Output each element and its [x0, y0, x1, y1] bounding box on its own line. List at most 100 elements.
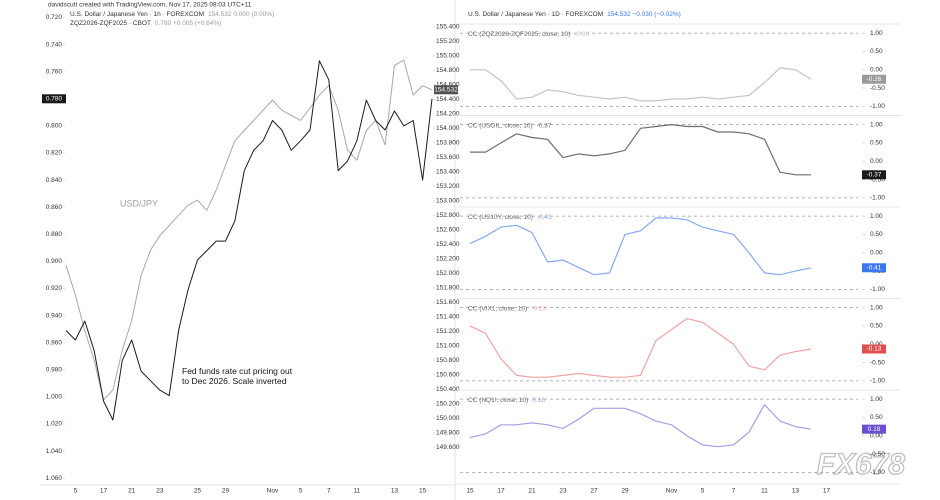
y2-tick-label: 154.400 [436, 96, 460, 103]
y2-tick-label: 154.000 [436, 125, 460, 132]
y2-tick-label: 151.400 [436, 314, 460, 321]
y-tick-label: 0.740 [46, 41, 63, 48]
x-tick-label: 17 [497, 488, 505, 495]
y-tick-label: 0.760 [46, 68, 63, 75]
y2-tick-label: 155.400 [436, 24, 460, 31]
y-tick-label: 0.800 [46, 123, 63, 130]
y2-tick-label: 150.400 [436, 386, 460, 393]
y-tick-label: 1.000 [46, 394, 63, 401]
x-tick-label: 5 [74, 488, 78, 495]
x-tick-label: 5 [701, 488, 705, 495]
y-tick-label: -0.50 [870, 451, 885, 458]
y-tick-label: 1.00 [870, 30, 883, 37]
y2-tick-label: 153.600 [436, 154, 460, 161]
y2-tick-label: 150.000 [436, 415, 460, 422]
series-line [469, 318, 812, 378]
y-tick-label: 0.00 [870, 432, 883, 439]
series-line [65, 59, 433, 401]
x-tick-label: 21 [128, 488, 136, 495]
value-badge-label: -0.41 [867, 264, 882, 271]
y-tick-label: 1.00 [870, 396, 883, 403]
value-badge-label: 0.18 [868, 426, 881, 433]
y-tick-label: 0.980 [46, 367, 63, 374]
y2-tick-label: 151.000 [436, 343, 460, 350]
y-tick-label: -1.00 [870, 469, 885, 476]
value-badge [862, 344, 886, 354]
y-tick-label: -1.00 [870, 195, 885, 202]
x-tick-label: 29 [621, 488, 629, 495]
price-badge-label: 154.532 [434, 86, 458, 93]
y-tick-label: 0.920 [46, 285, 63, 292]
y2-tick-label: 153.200 [436, 183, 460, 190]
value-badge [862, 170, 886, 180]
x-tick-label: 27 [590, 488, 598, 495]
x-tick-label: 23 [559, 488, 567, 495]
y-tick-label: -1.00 [870, 286, 885, 293]
y2-tick-label: 155.000 [436, 53, 460, 60]
legend-name: ZQZ2026-ZQF2025 · CBOT [70, 20, 151, 27]
y-tick-label: 0.820 [46, 150, 63, 157]
pane-title: CC (VIX1, close, 10) -0.13 [468, 305, 546, 312]
x-tick-label: Nov [267, 488, 279, 495]
x-tick-label: 21 [528, 488, 536, 495]
y-tick-label: 0.720 [46, 14, 63, 21]
pane-name: CC (USOIL, close, 10) [468, 122, 533, 129]
pane-value: 0.18 [532, 397, 545, 404]
value-badge [862, 424, 886, 434]
title-quote: 154.532 −0.030 (−0.02%) [607, 11, 681, 18]
y2-tick-label: 151.600 [436, 299, 460, 306]
header: davidscutt created with TradingView.com,… [48, 2, 252, 9]
y-tick-label: 0.50 [870, 414, 883, 421]
y-tick-label: 0.860 [46, 204, 63, 211]
y2-tick-label: 154.800 [436, 67, 460, 74]
y2-tick-label: 150.600 [436, 372, 460, 379]
pane-name: CC (VIX1, close, 10) [468, 305, 527, 312]
series-line [65, 60, 433, 421]
y2-tick-label: 154.600 [436, 82, 460, 89]
x-tick-label: 15 [466, 488, 474, 495]
value-badge-label: -0.37 [867, 172, 882, 179]
y-tick-label: -1.00 [870, 103, 885, 110]
y-tick-label: 0.50 [870, 140, 883, 147]
pane-value: -0.26 [574, 31, 589, 38]
y-tick-label: -0.50 [870, 85, 885, 92]
x-tick-label: 11 [761, 488, 768, 495]
x-tick-label: 23 [156, 488, 164, 495]
series-line [469, 217, 812, 276]
y-tick-label: 0.00 [870, 341, 883, 348]
pane-value: -0.13 [531, 305, 546, 312]
y-tick-label: 1.040 [46, 448, 63, 455]
y-tick-label: 0.50 [870, 231, 883, 238]
pane-value: -0.37 [537, 122, 552, 129]
title-name: U.S. Dollar / Japanese Yen · 1D · FOREXC… [468, 11, 603, 18]
annotation: USD/JPY [120, 198, 158, 208]
x-tick-label: 13 [391, 488, 399, 495]
y2-tick-label: 153.400 [436, 169, 460, 176]
price-badge [42, 94, 66, 104]
x-tick-label: 15 [419, 488, 427, 495]
pane-title: CC (USOIL, close, 10) -0.37 [468, 122, 552, 129]
pane-name: CC (ZQZ2026-ZQF2025, close, 10) [468, 31, 570, 38]
x-tick-label: 5 [299, 488, 303, 495]
y-tick-label: 0.00 [870, 66, 883, 73]
y2-tick-label: 152.200 [436, 256, 460, 263]
value-badge-label: -0.26 [867, 76, 882, 83]
x-tick-label: 29 [222, 488, 230, 495]
y2-tick-label: 152.800 [436, 212, 460, 219]
x-tick-label: 7 [732, 488, 736, 495]
value-badge-label: -0.13 [867, 346, 882, 353]
series-line [469, 404, 812, 448]
y2-tick-label: 149.600 [436, 444, 460, 451]
y-tick-label: 0.50 [870, 323, 883, 330]
y2-tick-label: 150.200 [436, 401, 460, 408]
y-tick-label: 1.00 [870, 213, 883, 220]
y2-tick-label: 154.200 [436, 111, 460, 118]
value-badge [862, 74, 886, 84]
series-line [470, 67, 812, 102]
legend-name: U.S. Dollar / Japanese Yen · 1h · FOREXC… [70, 11, 204, 18]
y-tick-label: 0.880 [46, 231, 63, 238]
y-tick-label: 1.020 [46, 421, 63, 428]
series-line [470, 124, 811, 176]
y-tick-label: -0.50 [870, 359, 885, 366]
x-tick-label: 17 [823, 488, 831, 495]
